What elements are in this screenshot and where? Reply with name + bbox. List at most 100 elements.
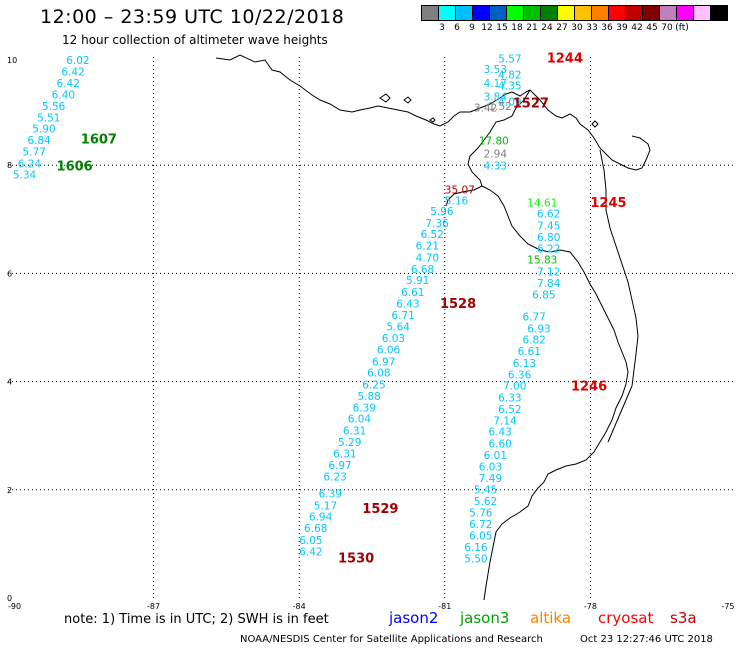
wave-height-value: 6.97 xyxy=(328,460,351,472)
wave-height-value: 6.06 xyxy=(377,344,401,356)
wave-height-value: 4.17 xyxy=(484,78,507,90)
footer-timestamp: Oct 23 12:27:46 UTC 2018 xyxy=(580,634,713,645)
x-tick-label: -90 xyxy=(8,602,21,611)
pass-number-labels: 1244 1527 1607 1606 1245 1528 1246 1529 1530 xyxy=(57,51,627,566)
wave-height-value: 6.68 xyxy=(304,523,327,535)
wave-height-value: 6.16 xyxy=(464,542,488,554)
legend-label: 39 xyxy=(616,23,628,33)
wave-height-value: 6.25 xyxy=(362,380,385,392)
wave-height-value: 6.72 xyxy=(469,519,492,531)
wave-height-value: 6.94 xyxy=(309,512,333,524)
wave-height-value: 6.82 xyxy=(522,335,545,347)
y-tick-label: 10 xyxy=(7,56,17,65)
wave-height-value: 5.57 xyxy=(498,53,521,65)
wave-height-value: 6.05 xyxy=(469,531,492,543)
wave-height-value: 4.70 xyxy=(416,252,439,264)
wave-height-value: 6.13 xyxy=(513,358,536,370)
color-legend: 3 6 9 12 15 18 21 24 27 30 33 36 39 42 45 70 (ft) xyxy=(421,5,728,33)
y-tick-label: 8 xyxy=(7,161,12,170)
wave-height-value: 6.62 xyxy=(537,209,560,221)
wave-height-value: 5.34 xyxy=(13,170,37,182)
wave-height-value: 5.64 xyxy=(387,322,411,334)
wave-height-value: 5.29 xyxy=(338,437,361,449)
y-tick-label: 2 xyxy=(7,486,12,495)
wave-height-value: 5.17 xyxy=(314,500,337,512)
wave-height-value: 6.61 xyxy=(401,287,424,299)
wave-height-value: 6.39 xyxy=(353,402,376,414)
wave-height-value: 4.33 xyxy=(484,161,507,173)
wave-height-value: 2.94 xyxy=(484,149,508,161)
legend-label: 36 xyxy=(601,23,613,33)
wave-height-value: 6.93 xyxy=(527,323,550,335)
wave-height-value: 5.62 xyxy=(474,496,497,508)
wave-height-value: 6.01 xyxy=(484,450,507,462)
wave-height-value: 6.42 xyxy=(299,546,322,558)
wave-height-value: 3.53 xyxy=(484,64,507,76)
satellite-label-s3a: s3a xyxy=(670,609,697,627)
pass-number: 1607 xyxy=(81,133,117,148)
legend-label: 9 xyxy=(469,23,475,33)
wave-height-value: 6.24 xyxy=(18,158,42,170)
coastline-east-continent xyxy=(599,149,639,443)
pass-number: 1530 xyxy=(338,551,374,566)
wave-height-value: 6.77 xyxy=(522,311,545,323)
wave-height-value: 4.82 xyxy=(498,70,521,82)
wave-height-value: 6.31 xyxy=(333,448,356,460)
wave-height-value: 6.43 xyxy=(396,298,419,310)
wave-height-value: 6.42 xyxy=(57,78,80,90)
wave-height-value: 6.05 xyxy=(299,535,322,547)
wave-height-value: 5.50 xyxy=(464,553,487,565)
wave-height-value: 6.04 xyxy=(348,414,372,426)
wave-height-value: 6.85 xyxy=(532,289,555,301)
wave-height-value: 3.42 xyxy=(474,103,497,115)
wave-height-value: 7.84 xyxy=(537,278,561,290)
coastline-islands xyxy=(379,93,599,128)
wave-height-value: 5.90 xyxy=(32,124,55,136)
wave-height-value: 6.33 xyxy=(498,393,521,405)
y-tick-label: 4 xyxy=(7,378,12,387)
pass-number: 1527 xyxy=(513,96,549,111)
wave-height-value: 6.23 xyxy=(323,472,346,484)
wave-height-value: 6.71 xyxy=(391,310,414,322)
wave-height-value: 6.61 xyxy=(518,346,541,358)
legend-label: 18 xyxy=(511,23,523,33)
legend-label: 12 xyxy=(481,23,493,33)
coastline-north-caribbean xyxy=(215,54,531,127)
coastline-gulf-of-panama xyxy=(445,89,531,207)
legend-label: 30 xyxy=(571,23,583,33)
pass-number: 1246 xyxy=(571,379,607,394)
legend-label: 45 xyxy=(646,23,658,33)
wave-height-value: 5.91 xyxy=(406,275,429,287)
wave-height-value: 6.80 xyxy=(537,232,560,244)
wave-height-value: 6.43 xyxy=(488,427,511,439)
pass-number: 1606 xyxy=(57,160,93,175)
wave-height-labels: 6.026.426.426.405.565.515.906.845.776.24… xyxy=(13,53,561,565)
legend-label: (ft) xyxy=(675,23,689,33)
legend-label: 3 xyxy=(439,23,445,33)
legend-swatches xyxy=(421,5,728,21)
wave-height-value: 6.40 xyxy=(52,90,75,102)
x-tick-label: -81 xyxy=(438,602,451,611)
wave-height-value: 15.83 xyxy=(527,255,557,267)
coastline xyxy=(215,54,651,601)
wave-height-value: 6.03 xyxy=(479,461,502,473)
wave-height-value: 6.31 xyxy=(343,426,366,438)
wave-height-value: 6.84 xyxy=(27,135,51,147)
wave-height-value: 7.14 xyxy=(493,415,517,427)
legend-label: 15 xyxy=(496,23,508,33)
wave-height-value: 6.03 xyxy=(382,333,405,345)
wave-height-value: 4.09 xyxy=(498,97,521,109)
legend-label: 70 xyxy=(661,23,673,33)
wave-height-value: 4.35 xyxy=(498,80,521,92)
map-subtitle: 12 hour collection of altimeter wave hei… xyxy=(62,33,328,47)
x-tick-label: -78 xyxy=(584,602,597,611)
legend-label: 33 xyxy=(586,23,598,33)
wave-height-value: 6.21 xyxy=(416,241,439,253)
pass-number: 1529 xyxy=(362,502,398,517)
wave-height-value: 6.52 xyxy=(498,404,521,416)
satellite-label-jason2: jason2 xyxy=(389,609,439,627)
coastline-darien xyxy=(529,89,651,171)
legend-label: 21 xyxy=(526,23,538,33)
y-tick-label: 0 xyxy=(7,594,12,603)
